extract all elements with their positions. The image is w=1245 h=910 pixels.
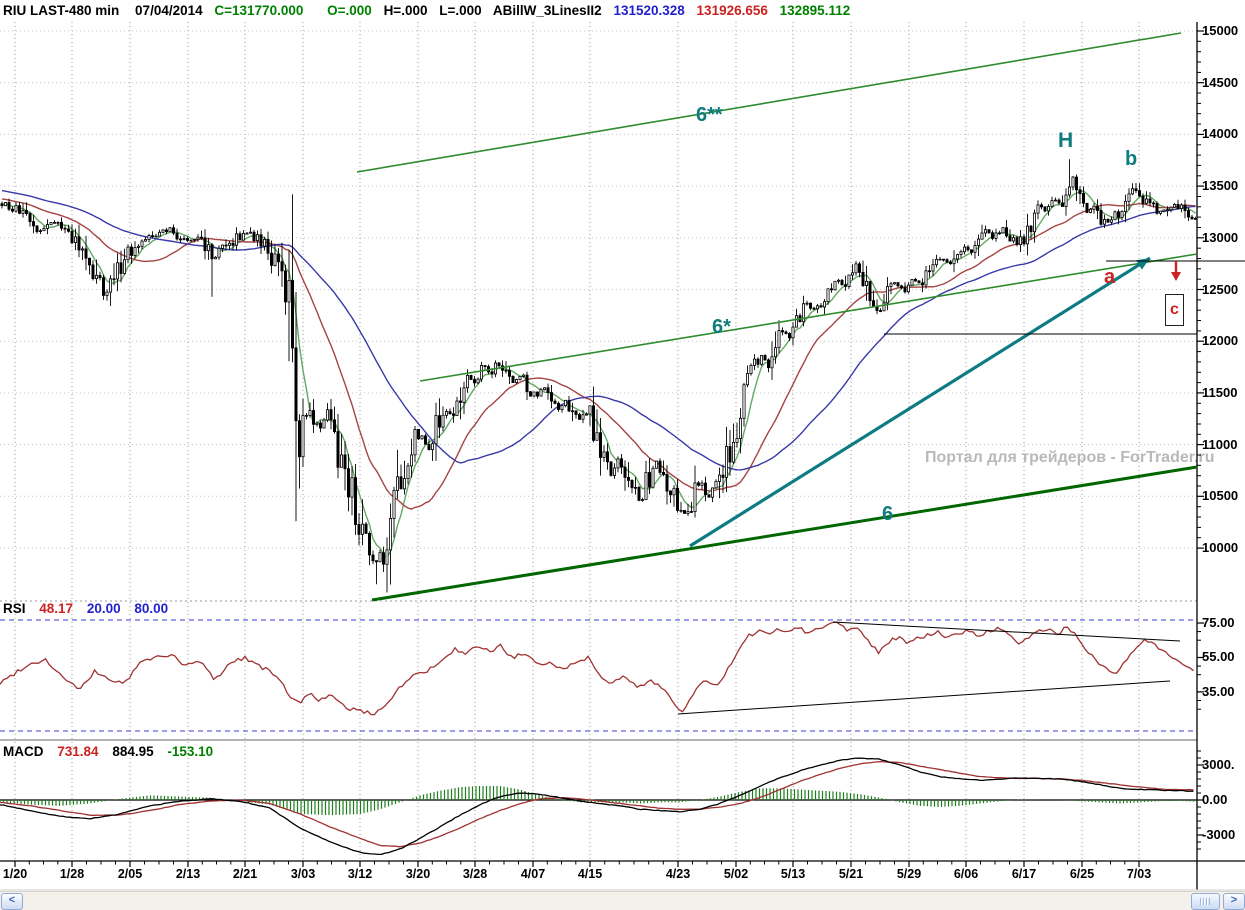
rsi-upper-trendline [832,621,1181,642]
macd-panel [0,757,1195,856]
low-value: L=.000 [439,3,482,18]
wave-label-b: b [1125,148,1138,170]
wave-label-a: a [1104,266,1116,288]
date-axis-label: 2/21 [232,867,258,881]
date-axis-label: 1/28 [59,867,85,881]
date-axis-label: 6/06 [953,867,979,881]
date-axis-label: 3/20 [405,867,431,881]
rsi-param-high: 80.00 [134,601,169,616]
date-axis-label: 6/25 [1069,867,1095,881]
price-axis-label: 13000 [1202,229,1239,245]
rsi-line [0,621,1194,716]
scroll-right-button[interactable]: > [1223,893,1245,910]
macd-line [0,757,1194,856]
rsi-panel [0,621,1194,716]
date-axis-label: 2/05 [117,867,143,881]
scroll-thumb[interactable] [1191,893,1220,910]
macd-line-value: 731.84 [57,744,99,759]
high-value: H=.000 [383,3,428,18]
h-scrollbar[interactable]: < > [0,891,1245,910]
price-panel [0,159,1197,593]
price-axis-label: 10500 [1202,488,1239,504]
price-axis-label: 14500 [1202,74,1239,90]
impulse-line-a [689,256,1151,548]
macd-axis-label: 3000. [1202,756,1235,772]
date-axis-label: 5/29 [896,867,922,881]
date-axis-label: 3/12 [347,867,373,881]
down-arrow-head [1171,272,1181,281]
macd-header: MACD 731.84 884.95 -153.10 [3,744,223,759]
grid-vertical [14,22,1140,861]
date-axis-label: 4/07 [520,867,546,881]
rsi-param-low: 20.00 [86,601,121,616]
price-axis-ticks [1197,30,1204,850]
rsi-axis-label: 55.00 [1202,649,1235,665]
rsi-title: RSI [3,601,26,616]
date-axis-label: 3/28 [462,867,488,881]
rsi-lower-trendline [677,680,1171,715]
chart-header: RIU LAST-480 min 07/04/2014 C=131770.000… [3,3,858,18]
macd-axis-label: -3000 [1202,827,1236,842]
bar-date: 07/04/2014 [135,3,203,18]
ma-medium-line [1,198,1196,510]
price-axis-label: 11500 [1202,384,1238,400]
rsi-axis-label: 75.00 [1202,615,1235,630]
date-axis-label: 3/03 [290,867,316,881]
indicator-line3-value: 132895.112 [779,3,851,18]
wave-label-6: 6 [882,503,894,525]
ma-slow-line [1,189,1196,471]
date-axis-label: 5/21 [838,867,864,881]
rsi-value: 48.17 [39,601,74,616]
price-axis-label: 12500 [1202,281,1239,297]
macd-signal-line [0,760,1194,848]
wave-label-6-double-star: 6** [696,104,723,126]
rsi-header: RSI 48.17 20.00 80.00 [3,601,178,616]
symbol-timeframe: RIU LAST-480 min [3,3,120,18]
trend-line-6 [371,465,1198,602]
macd-signal-value: 884.95 [112,744,154,759]
date-axis-label: 1/20 [2,867,28,881]
close-value: C=131770.000 [214,3,304,18]
target-label-c: c [1165,294,1184,326]
price-axis-label: 13500 [1202,178,1239,194]
wave-label-H: H [1058,129,1074,152]
ma-fast-line [2,190,1196,559]
channel-line-6-double-star [356,32,1182,173]
date-axis-label: 2/13 [175,867,201,881]
date-axis-label: 4/23 [665,867,691,881]
date-axis-label: 6/17 [1011,867,1037,881]
indicator-name: ABillW_3LinesII2 [492,3,602,18]
channel-line-6-star [419,253,1198,382]
indicator-line1-value: 131520.328 [613,3,685,18]
price-axis-label: 14000 [1202,126,1239,142]
site-watermark: Портал для трейдеров - ForTrader.ru [925,449,1215,466]
macd-title: MACD [3,744,44,759]
date-axis-label: 5/13 [780,867,806,881]
indicator-line2-value: 131926.656 [696,3,768,18]
price-axis-label: 10000 [1202,540,1239,556]
grid-horizontal [0,30,1197,549]
macd-hist-value: -153.10 [167,744,214,759]
date-axis-label: 4/15 [577,867,603,881]
price-axis-label: 12000 [1202,333,1239,349]
open-value: O=.000 [327,3,372,18]
price-axis-label: 11000 [1202,436,1238,452]
scroll-thumb-grip [1200,898,1210,905]
wave-label-6-star: 6* [712,316,731,338]
price-axis-label: 15000 [1202,23,1239,38]
macd-axis-label: 0.00 [1202,792,1228,807]
scroll-left-button[interactable]: < [1,893,23,910]
rsi-axis-label: 35.00 [1202,683,1235,699]
date-axis-label: 7/03 [1126,867,1152,881]
date-axis-label: 5/02 [723,867,749,881]
time-axis-ticks [14,861,1140,867]
